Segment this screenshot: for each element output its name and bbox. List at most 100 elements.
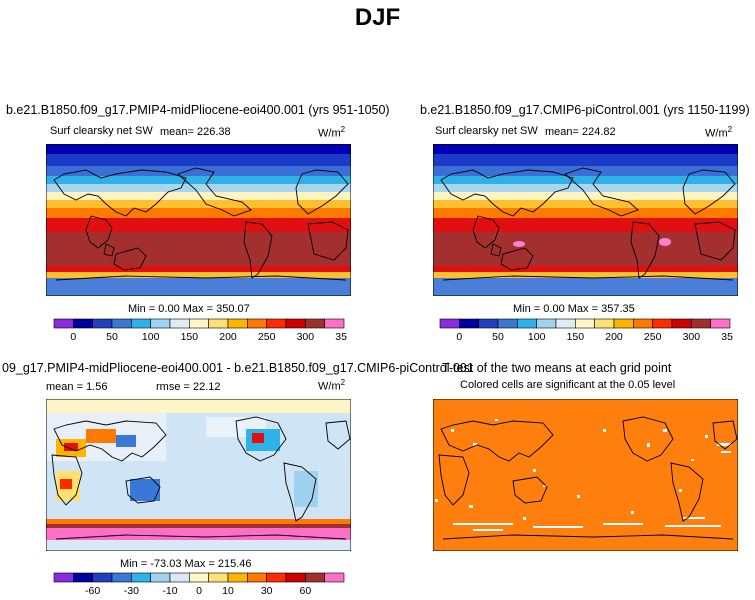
colorbar-box bbox=[305, 572, 325, 583]
colorbar-tick-label: 150 bbox=[181, 331, 199, 343]
anomaly-asia bbox=[86, 429, 116, 443]
band-antarctic bbox=[46, 540, 351, 551]
colorbar-tick-label: 30 bbox=[261, 585, 273, 597]
band-n1 bbox=[433, 154, 738, 166]
colorbar-box bbox=[652, 318, 673, 329]
panel3-mean-value: 1.56 bbox=[86, 381, 108, 393]
anomaly-usa bbox=[252, 433, 264, 443]
panel3-min-label: Min = bbox=[120, 558, 148, 570]
panel3-rmse-value: 22.12 bbox=[193, 381, 221, 393]
colorbar-box bbox=[150, 572, 171, 583]
panel2-units-base: W/m bbox=[705, 127, 728, 140]
band-n5 bbox=[433, 192, 738, 200]
anomaly-australia bbox=[130, 479, 160, 501]
band-n6 bbox=[46, 200, 351, 208]
band-n4 bbox=[433, 184, 738, 192]
panel1-min-label: Min = bbox=[128, 303, 156, 315]
anomaly-congo bbox=[60, 479, 72, 489]
panel1-map bbox=[46, 144, 351, 296]
panel1-minmax: Min = 0.00 Max = 350.07 bbox=[128, 303, 250, 315]
panel2-minmax: Min = 0.00 Max = 357.35 bbox=[513, 303, 635, 315]
band-antarctic bbox=[433, 278, 738, 296]
coastlines bbox=[53, 167, 349, 281]
colorbar-tick-label: -10 bbox=[162, 585, 177, 597]
panel3-min-value: -73.03 bbox=[150, 558, 182, 570]
band-s1 bbox=[433, 266, 738, 272]
colorbar-box bbox=[439, 318, 460, 329]
band-eq bbox=[433, 218, 738, 232]
colorbar-tick-label: 350 bbox=[335, 331, 347, 343]
panel2-max-value: 357.35 bbox=[601, 303, 635, 315]
colorbar-box bbox=[324, 318, 345, 329]
panel1-max-value: 350.07 bbox=[216, 303, 250, 315]
panel1-variable: Surf clearsky net SW bbox=[50, 125, 153, 137]
colorbar-box bbox=[73, 572, 93, 583]
band-n6 bbox=[433, 200, 738, 208]
band-south bbox=[433, 232, 738, 266]
non-significant-cells bbox=[435, 419, 731, 531]
colorbar-box bbox=[575, 318, 595, 329]
colorbar-box bbox=[111, 572, 132, 583]
panel3-units-base: W/m bbox=[318, 380, 341, 393]
colorbar-box bbox=[459, 318, 479, 329]
panel3-map bbox=[46, 399, 351, 551]
band-n7 bbox=[433, 208, 738, 218]
colorbar-tick-label: 350 bbox=[721, 331, 733, 343]
colorbar-box bbox=[189, 318, 209, 329]
band-eq bbox=[46, 218, 351, 232]
panel3-rmse: rmse = 22.12 bbox=[156, 381, 221, 393]
panel1-units-exp: 2 bbox=[340, 125, 346, 134]
colorbar-box bbox=[247, 318, 267, 329]
panel3-title: 09_g17.PMIP4-midPliocene-eoi400.001 - b.… bbox=[2, 361, 474, 375]
band-s2 bbox=[433, 272, 738, 278]
panel3-max-label: Max = bbox=[184, 558, 215, 570]
colorbar-tick-label: 300 bbox=[297, 331, 315, 343]
colorbar-box bbox=[131, 318, 151, 329]
colorbar-box bbox=[169, 572, 190, 583]
band-arctic bbox=[46, 399, 351, 413]
colorbar-tick-label: 200 bbox=[605, 331, 623, 343]
band-n2 bbox=[433, 166, 738, 176]
panel3-mean-label: mean = bbox=[46, 381, 83, 393]
colorbar-box bbox=[285, 318, 306, 329]
colorbar-box bbox=[266, 318, 287, 329]
band-n3 bbox=[46, 176, 351, 184]
colorbar-box bbox=[613, 318, 634, 329]
coastlines bbox=[438, 416, 738, 540]
colorbar-tick-label: -60 bbox=[85, 585, 100, 597]
panel2-units-exp: 2 bbox=[727, 125, 733, 134]
colorbar-box bbox=[247, 572, 267, 583]
colorbar-tick-label: 0 bbox=[196, 585, 202, 597]
panel1-mean: mean= 226.38 bbox=[160, 126, 231, 138]
band-so2 bbox=[46, 524, 351, 528]
colorbar-tick-label: 0 bbox=[70, 331, 76, 343]
panel2-min-label: Min = bbox=[513, 303, 541, 315]
colorbar-box bbox=[53, 318, 74, 329]
colorbar-tick-label: 200 bbox=[219, 331, 237, 343]
colorbar-tick-label: 10 bbox=[222, 585, 234, 597]
colorbar-tick-label: 250 bbox=[644, 331, 662, 343]
band-s1 bbox=[46, 266, 351, 272]
colorbar-box bbox=[633, 318, 653, 329]
colorbar-box bbox=[324, 572, 345, 583]
colorbar-box bbox=[169, 318, 190, 329]
colorbar-box bbox=[150, 318, 171, 329]
band-south bbox=[46, 232, 351, 266]
panel2-max-label: Max = bbox=[567, 303, 599, 315]
colorbar-box bbox=[266, 572, 287, 583]
panel3-mean: mean = 1.56 bbox=[46, 381, 107, 393]
band-so1 bbox=[46, 519, 351, 524]
colorbar-box bbox=[208, 572, 229, 583]
band-so3 bbox=[46, 528, 351, 540]
panel1-mean-value: 226.38 bbox=[197, 126, 231, 138]
main-title: DJF bbox=[354, 4, 401, 31]
colorbar-box bbox=[189, 572, 209, 583]
panel1-mean-label: mean= bbox=[160, 126, 194, 138]
colorbar-box bbox=[478, 318, 499, 329]
colorbar-box bbox=[691, 318, 711, 329]
colorbar-tick-label: 50 bbox=[106, 331, 118, 343]
panel2-mean-label: mean= bbox=[545, 126, 579, 138]
panel2-map bbox=[433, 144, 738, 296]
colorbar-tick-label: -30 bbox=[124, 585, 139, 597]
colorbar-box bbox=[710, 318, 731, 329]
